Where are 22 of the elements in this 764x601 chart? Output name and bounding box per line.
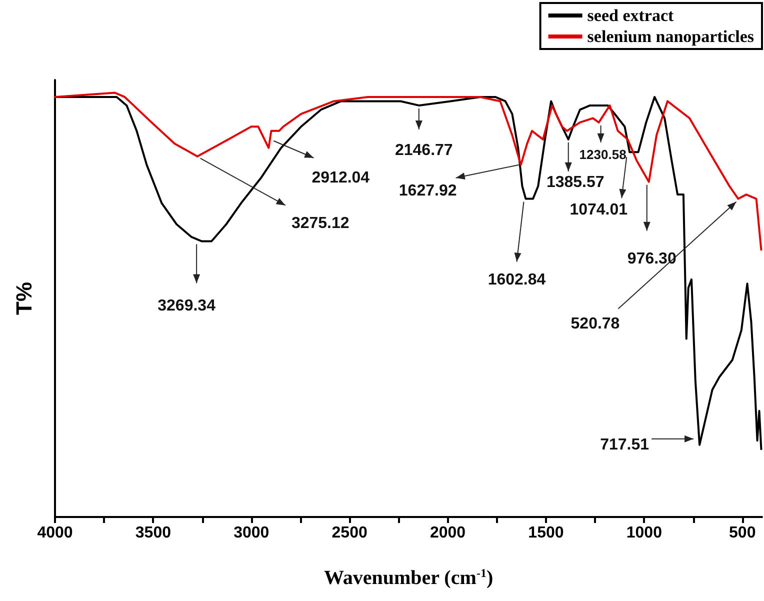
x-tick-label: 1000	[626, 524, 662, 542]
annotation: 2912.04	[312, 169, 370, 186]
annotation: 520.78	[570, 315, 620, 332]
annotation: 1602.84	[488, 271, 546, 288]
annotation: 1074.01	[570, 202, 628, 219]
x-tick-label: 1500	[528, 524, 564, 542]
annotation: 1230.58	[579, 146, 626, 162]
annotation: 717.51	[600, 436, 650, 454]
annotation: 3269.34	[158, 298, 216, 315]
annotation: 2146.77	[394, 142, 453, 159]
x-tick-label: 3000	[234, 524, 270, 542]
x-tick-label: 2500	[332, 524, 368, 542]
x-tick-label: 4000	[37, 524, 73, 542]
annotation: 1627.92	[398, 182, 457, 200]
x-tick-label: 3500	[135, 524, 172, 542]
annotation: 1385.57	[546, 174, 604, 191]
annotation: 3275.12	[291, 214, 350, 232]
legend-label: seed extract	[587, 6, 674, 25]
x-tick-label: 500	[729, 524, 756, 542]
legend-label: selenium nanoparticles	[587, 27, 754, 46]
y-axis-title: T%	[12, 282, 36, 315]
x-tick-label: 2000	[430, 524, 466, 542]
